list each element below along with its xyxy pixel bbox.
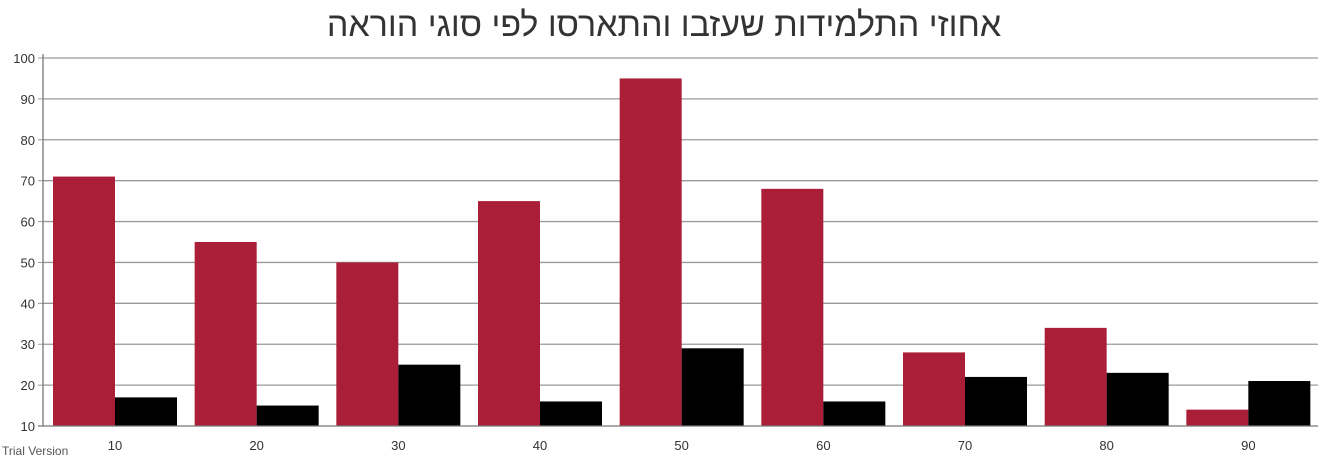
bar-series-1-90 (1186, 409, 1249, 426)
bar-series-2-60 (823, 401, 886, 426)
bar-series-2-30 (398, 364, 461, 426)
y-tick-label: 50 (21, 255, 35, 270)
y-tick-labels: 10 20 30 40 50 60 70 80 90 100 (13, 51, 35, 434)
bar-series-2-10 (115, 397, 177, 426)
bar-series-1-30 (336, 262, 399, 426)
y-tick-label: 30 (21, 337, 35, 352)
x-tick-label: 50 (674, 438, 688, 453)
bar-series-2-90 (1248, 381, 1311, 426)
bar-series-2-80 (1106, 372, 1169, 426)
x-tick-label: 80 (1099, 438, 1113, 453)
y-tick-label: 100 (13, 51, 35, 66)
x-tick-label: 10 (108, 438, 122, 453)
bar-series-2-40 (540, 401, 602, 426)
chart-title: אחוזי התלמידות שעזבו והתארסו לפי סוגי הו… (326, 6, 1002, 44)
bar-series-1-60 (761, 188, 824, 426)
x-tick-label: 20 (249, 438, 263, 453)
y-tick-label: 10 (21, 419, 35, 434)
x-tick-label: 30 (391, 438, 405, 453)
y-tick-label: 70 (21, 174, 35, 189)
bar-series-2-20 (256, 405, 319, 426)
y-tick-label: 60 (21, 215, 35, 230)
y-tick-label: 80 (21, 133, 35, 148)
bar-series-1-50 (619, 78, 682, 426)
bar-series-1-80 (1044, 327, 1107, 426)
bar-series-1-40 (478, 201, 540, 426)
bar-series-1-10 (53, 176, 115, 426)
y-tick-label: 40 (21, 296, 35, 311)
x-tick-label: 70 (958, 438, 972, 453)
watermark: Trial Version (2, 444, 69, 458)
bar-series-2-70 (965, 376, 1027, 426)
bars (53, 78, 1311, 426)
bar-series-1-70 (903, 352, 965, 426)
y-tick-label: 90 (21, 92, 35, 107)
x-tick-label: 40 (533, 438, 547, 453)
bar-series-2-50 (681, 348, 744, 426)
x-tick-labels: 10 20 30 40 50 60 70 80 90 (108, 438, 1256, 453)
bar-series-1-20 (194, 242, 257, 426)
axes (38, 54, 1318, 427)
y-tick-label: 20 (21, 378, 35, 393)
x-tick-label: 60 (816, 438, 830, 453)
x-tick-label: 90 (1241, 438, 1255, 453)
